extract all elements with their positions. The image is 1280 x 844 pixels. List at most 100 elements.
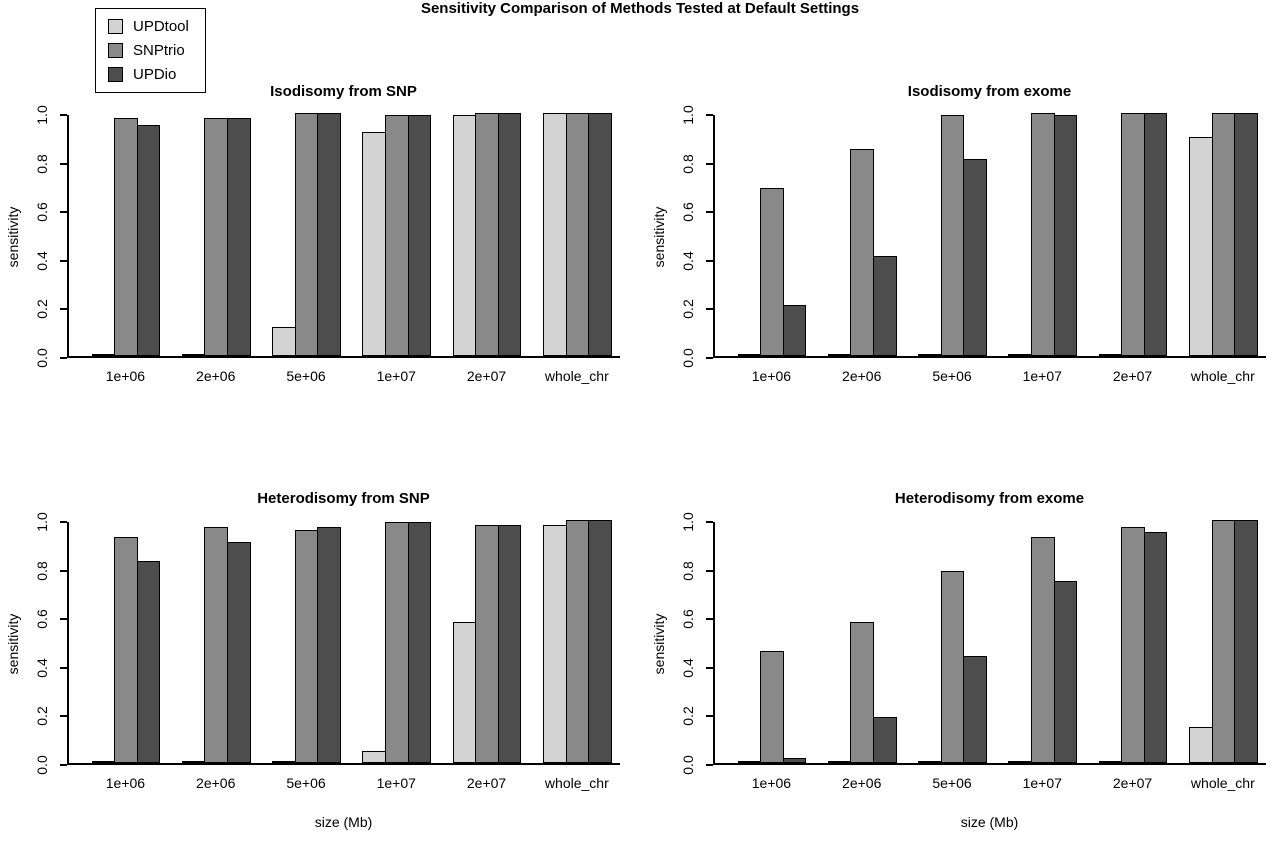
bar-snptrio-1e+07 (1031, 537, 1055, 763)
x-tick-label: 1e+07 (1022, 368, 1062, 384)
bar-snptrio-2e+06 (204, 117, 228, 356)
y-axis-tick (706, 715, 713, 718)
bar-updtool-1e+07 (1008, 353, 1032, 356)
y-tick-label: 0.2 (680, 706, 696, 727)
x-tick-label: 1e+07 (376, 775, 416, 791)
y-tick-label: 1.0 (680, 105, 696, 125)
y-tick-label: 0.0 (34, 348, 50, 368)
bar-snptrio-1e+07 (385, 522, 409, 763)
bar-updtool-1e+06 (737, 354, 762, 356)
y-axis-tick (60, 308, 67, 311)
plot-area: 0.0 0.2 0.4 0.6 0.8 1.0 1e+06 2e+06 5e+06 1e+07 2e… (680, 105, 1266, 384)
bar-snptrio-2e+07 (1121, 113, 1145, 356)
bar-updtool-5e+06 (918, 761, 942, 763)
bar-updtool-2e+07 (452, 115, 477, 356)
bar-snptrio-2e+06 (204, 527, 228, 763)
y-tick-label: 0.4 (680, 251, 696, 271)
y-tick-label: 0.0 (34, 755, 50, 775)
y-tick-label: 0.4 (680, 658, 696, 678)
y-tick-label: 0.4 (34, 251, 50, 271)
y-tick-label: 0.8 (680, 153, 696, 174)
bar-updio-2e+06 (227, 541, 251, 763)
panel-title: Isodisomy from exome (907, 83, 1072, 100)
y-tick-label: 0.6 (34, 609, 50, 629)
x-tick-label: 1e+06 (751, 368, 792, 384)
y-axis-tick (60, 764, 67, 766)
bar-updio-5e+06 (317, 527, 341, 763)
bar-snptrio-1e+07 (1031, 113, 1055, 356)
x-tick-label: 1e+06 (105, 775, 146, 791)
y-axis-label: sensitivity (5, 613, 21, 675)
bar-updio-5e+06 (963, 656, 987, 763)
x-tick-label: 2e+07 (1112, 368, 1153, 384)
legend-label-updio: UPDio (133, 66, 177, 83)
bar-snptrio-2e+07 (475, 524, 499, 763)
y-axis-tick (60, 521, 67, 523)
panel-title: Heterodisomy from exome (894, 490, 1085, 507)
bar-updio-1e+06 (782, 304, 807, 356)
legend-swatch-updtool (108, 19, 123, 34)
x-tick-label: 1e+06 (105, 368, 146, 384)
x-axis-label: size (Mb) (960, 814, 1019, 830)
x-axis-label: size (Mb) (314, 814, 373, 830)
bar-updio-5e+06 (963, 159, 987, 356)
y-tick-label: 1.0 (34, 512, 50, 532)
bar-updio-2e+07 (1143, 113, 1168, 356)
figure-title: Sensitivity Comparison of Methods Tested… (420, 0, 860, 17)
y-tick-label: 0.4 (34, 658, 50, 678)
x-tick-label: whole_chr (1190, 368, 1255, 384)
bar-snptrio-5e+06 (940, 115, 965, 356)
bar-updtool-1e+07 (362, 750, 386, 763)
bar-updio-1e+06 (782, 758, 807, 763)
legend-swatch-updio (108, 67, 123, 82)
legend-item-updtool: UPDtool (108, 18, 189, 35)
y-axis-tick (706, 521, 713, 523)
y-axis-tick (706, 259, 713, 262)
bar-snptrio-whole_chr (1211, 113, 1236, 356)
x-tick-label: 1e+07 (1022, 775, 1062, 791)
bar-updtool-1e+07 (1008, 761, 1032, 763)
bar-updtool-1e+06 (91, 354, 116, 356)
y-axis-tick (60, 211, 67, 214)
y-tick-label: 0.0 (680, 348, 696, 368)
y-tick-label: 0.6 (680, 609, 696, 629)
x-tick-label: 2e+07 (1112, 775, 1153, 791)
y-axis-label: sensitivity (5, 206, 21, 268)
plot-area: 0.0 0.2 0.4 0.6 0.8 1.0 1e+06 2e+06 5e+06 1e+07 2e… (680, 512, 1266, 791)
bar-updio-2e+06 (227, 117, 251, 356)
bar-snptrio-1e+06 (114, 537, 138, 763)
bar-snptrio-1e+06 (760, 651, 784, 763)
bar-updio-2e+07 (497, 113, 522, 356)
bar-updtool-2e+06 (827, 761, 852, 763)
y-axis-tick (706, 357, 713, 359)
y-tick-label: 0.8 (34, 153, 50, 174)
x-tick-label: 5e+06 (286, 775, 326, 791)
bar-updtool-5e+06 (272, 326, 296, 356)
plot-area: 0.0 0.2 0.4 0.6 0.8 1.0 1e+06 2e+06 5e+06 1e+07 2e… (34, 512, 620, 791)
legend-label-updtool: UPDtool (133, 18, 189, 35)
bar-updtool-2e+06 (181, 761, 206, 763)
panel-isodisomy-exome: Isodisomy from exome sensitivity 0.0 0.2 0… (651, 77, 1266, 384)
bar-snptrio-1e+06 (114, 117, 138, 356)
bar-snptrio-1e+06 (760, 188, 784, 356)
bar-updtool-2e+07 (1098, 354, 1123, 356)
bar-updtool-2e+06 (181, 354, 206, 356)
x-tick-label: 5e+06 (932, 775, 972, 791)
bar-updtool-whole_chr (543, 113, 567, 356)
y-tick-label: 1.0 (680, 512, 696, 532)
bar-updio-whole_chr (1234, 520, 1258, 763)
y-tick-label: 0.2 (34, 706, 50, 727)
y-axis-tick (60, 666, 67, 669)
bar-snptrio-2e+07 (1121, 527, 1145, 763)
y-axis-tick (706, 569, 713, 572)
y-axis-label: sensitivity (651, 613, 667, 675)
y-axis-tick (60, 162, 67, 165)
bar-updtool-2e+06 (827, 354, 852, 356)
y-axis-tick (706, 162, 713, 165)
bar-snptrio-2e+06 (850, 622, 874, 763)
bar-snptrio-5e+06 (940, 571, 965, 763)
bar-snptrio-whole_chr (565, 520, 590, 763)
x-tick-label: 1e+06 (751, 775, 792, 791)
bar-updtool-2e+07 (1098, 761, 1123, 763)
y-axis-tick (60, 357, 67, 359)
